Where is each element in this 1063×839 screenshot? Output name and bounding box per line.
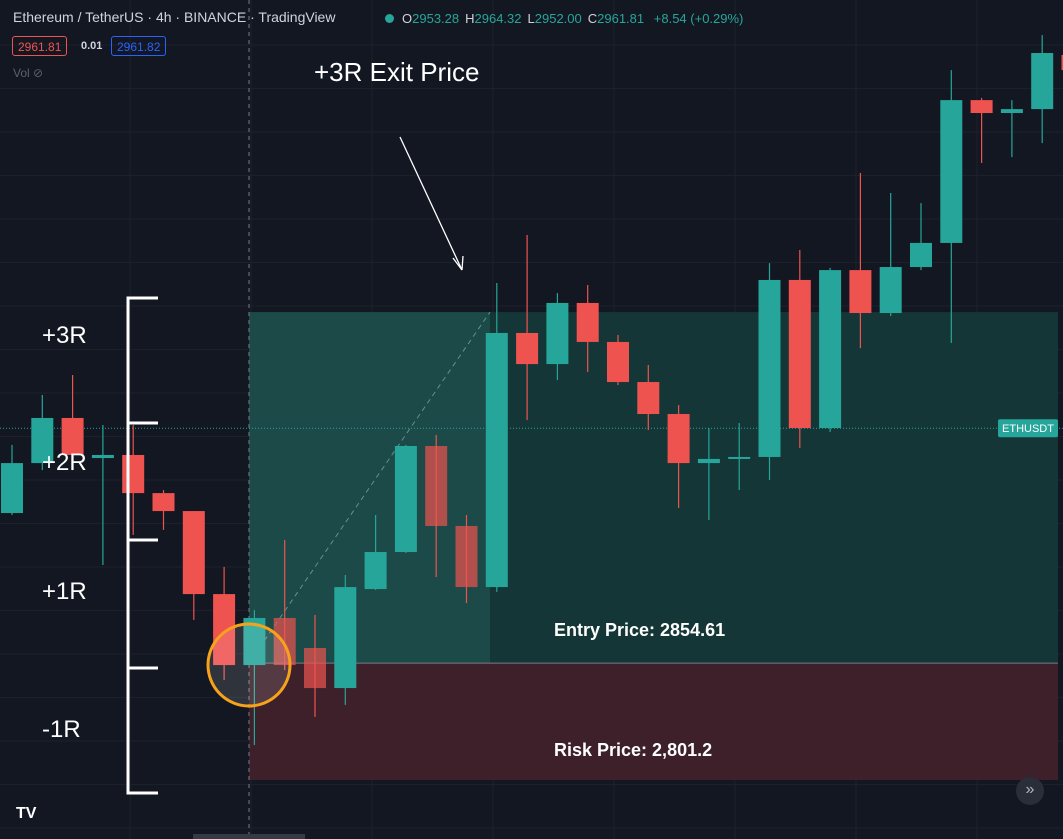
r-level: +1R [42,578,87,605]
spread: 0.01 [81,40,103,52]
candle-body [243,617,266,666]
candle-body [334,587,357,689]
entry-annotation: Entry Price: 2854.61 [554,620,726,640]
candle-body [304,647,326,689]
candle-body [91,454,114,459]
candle-body [516,332,539,365]
sell-price[interactable]: 2961.81 [12,36,68,56]
candle-body [122,454,145,494]
change: +8.54 (+0.29%) [653,11,744,26]
candle-body [1061,54,1063,71]
candle-body [940,100,963,243]
candle-body [788,279,811,429]
candle-body [182,511,205,595]
trade-path [248,311,491,664]
eye-icon: ⊘ [33,66,44,80]
candle-body [728,456,751,459]
status-dot [385,14,394,23]
candle-body [1031,53,1054,110]
volume-toggle[interactable]: Vol ⊘ [13,66,43,80]
candle-body [394,446,417,553]
symbol-badge: ETHUSDT [1002,423,1054,435]
ohlc-label: L [527,11,535,26]
candle-body [273,617,296,666]
ohlc: O2953.28 H2964.32 L2952.00 C2961.81 +8.54 (… [385,11,743,26]
candle-body [213,594,236,666]
entry-circle [206,622,292,708]
scroll-right[interactable]: » [1016,777,1044,805]
ohlc-label: H [465,11,475,26]
ohlc-label: C [587,11,598,26]
stop-zone [249,663,1058,781]
ohlc-label: O [402,11,413,26]
symbol[interactable]: Ethereum / TetherUS [13,9,144,25]
tv-logo[interactable]: TV [16,805,37,822]
candle-body [61,417,84,455]
buy-price[interactable]: 2961.82 [111,36,167,56]
candle-body [667,414,690,464]
candle-body [364,552,387,590]
candle-body [697,458,720,464]
candle-body [1,463,23,514]
bracket [126,296,158,795]
interval[interactable]: 4h [155,9,172,25]
symbol-header: Ethereum / TetherUS · 4h · BINANCE · Tra… [13,9,336,25]
source: TradingView [258,9,336,25]
candle-body [485,332,508,588]
candle-body [1000,109,1023,114]
exit-annotation: +3R Exit Price [314,57,480,87]
ohlc-value: 2953.28 [412,11,460,26]
arrow-head [452,255,464,271]
exchange: BINANCE [183,9,247,25]
candle-body [970,100,993,114]
r-level: +3R [42,322,87,349]
r-level: +2R [42,449,87,476]
ohlc-value: 2964.32 [474,11,522,26]
candle-body [607,341,629,383]
arrow [399,136,463,271]
risk-annotation: Risk Price: 2,801.2 [554,740,713,760]
candle-body [879,267,902,314]
candle-body [425,446,448,526]
candle-body [455,525,478,588]
candle-body [819,270,842,429]
candle-body [910,242,932,268]
ohlc-value: 2961.81 [597,11,645,26]
candle-body [576,302,599,342]
candle-body [849,270,872,314]
r-level: -1R [42,716,81,743]
scrollbar [193,834,305,839]
candle-body [637,382,660,415]
ohlc-value: 2952.00 [534,11,582,26]
candle-body [31,417,54,464]
candle-body [546,302,569,365]
candle-body [758,279,781,457]
symbol-badge-bg [998,419,1058,438]
volume-label: Vol [13,66,30,80]
candle-body [152,493,175,512]
